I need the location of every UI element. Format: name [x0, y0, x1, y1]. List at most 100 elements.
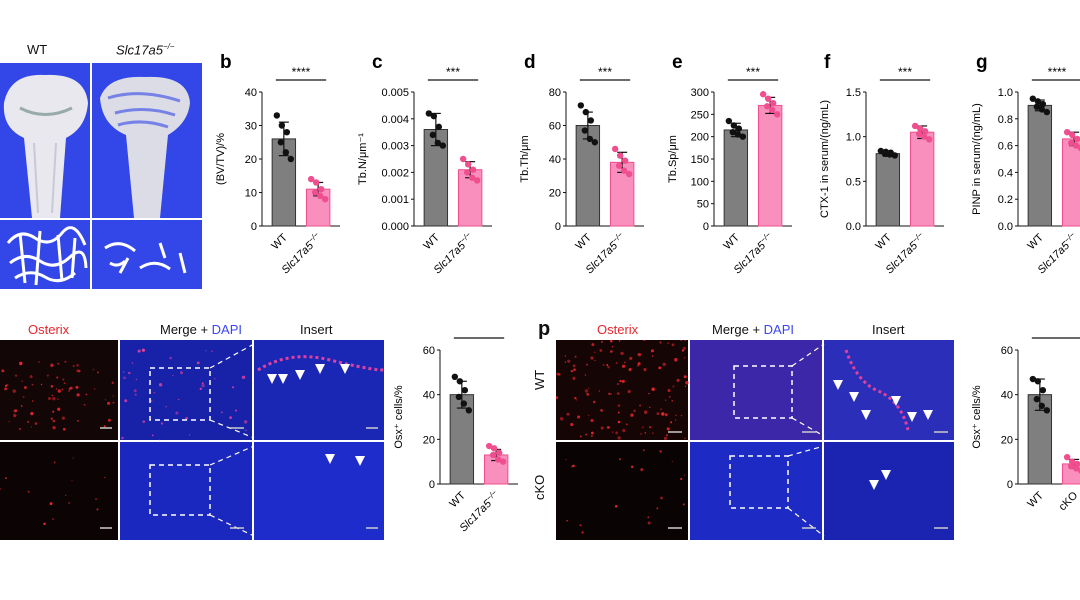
arrow-left-6 [325, 454, 335, 464]
osterix-dot [672, 385, 675, 388]
osterix-dot [656, 412, 660, 416]
chart-b-point [277, 139, 285, 146]
chart-d-point [621, 157, 629, 164]
osterix-dot [559, 416, 564, 421]
osterix-dot [52, 397, 56, 401]
chart-d-point [625, 170, 633, 178]
chart-b-point [317, 185, 325, 193]
micro-left-overlay [0, 343, 384, 537]
chart-g-ytick-label: 1.0 [998, 87, 1013, 99]
chart-osx-left-ytick-label: 40 [423, 390, 435, 402]
chart-g-panel-letter: g [976, 52, 988, 73]
chart-osx-left-point [490, 445, 498, 452]
osterix-dot [594, 359, 596, 362]
microct-panel [0, 63, 202, 289]
osterix-dot [584, 374, 587, 376]
osterix-dot [648, 392, 650, 395]
osterix-dot [196, 361, 200, 365]
chart-osx-left-sig-label: **** [470, 330, 489, 337]
osterix-dot [175, 411, 179, 415]
osterix-dot [630, 465, 634, 469]
chart-b-point [283, 129, 291, 136]
roi-line-left-2 [209, 419, 255, 439]
osterix-dot [31, 383, 34, 386]
osterix-dot [92, 368, 95, 371]
osterix-dot [172, 374, 174, 377]
osterix-dot [575, 399, 578, 401]
chart-f-panel-letter: f [824, 52, 831, 73]
chart-c-point [439, 142, 447, 149]
osterix-dot [680, 340, 683, 342]
chart-c-point [473, 177, 481, 184]
chart-g-point [1033, 103, 1041, 110]
arrow-left-3 [315, 364, 325, 374]
osterix-dot [570, 465, 573, 468]
chart-osx-right-point [1034, 378, 1042, 385]
osterix-dot [57, 362, 60, 365]
osterix-dot [590, 434, 594, 438]
osterix-dot [131, 362, 134, 364]
chart-b-ytick-label: 20 [245, 154, 257, 166]
chart-e-panel-letter: e [672, 52, 683, 73]
osterix-dot [616, 383, 619, 386]
chart-f-point [886, 151, 894, 158]
chart-osx-right-point [1077, 467, 1080, 474]
osterix-dot [680, 414, 683, 417]
osterix-dot [96, 508, 99, 511]
chart-g-point [1073, 135, 1080, 143]
chart-f-point [925, 136, 933, 143]
roi-line-right-1 [791, 343, 825, 367]
chart-osx-right-point [1038, 402, 1046, 410]
roi-line-left-3 [209, 445, 255, 466]
osterix-dots-right-top [556, 340, 689, 440]
osterix-dot [241, 375, 246, 379]
osterix-dot [644, 432, 647, 434]
osterix-dot [23, 386, 27, 389]
osterix-dot [29, 375, 33, 379]
header-merge-right-text: Merge + [712, 322, 764, 337]
chart-osx-right-ytick-label: 20 [1001, 434, 1013, 446]
osterix-dot [21, 380, 23, 382]
osterix-dot [243, 420, 248, 424]
micro-right-merge-top [690, 340, 822, 440]
chart-osx-right-point [1043, 407, 1051, 414]
osterix-dot [592, 400, 596, 404]
osterix-dot [614, 505, 618, 508]
chart-e-point [734, 131, 742, 138]
arrow-right-7 [869, 480, 879, 490]
chart-f-bar-wt [875, 153, 901, 227]
arrow-left-2 [295, 370, 305, 380]
osterix-dot [684, 385, 687, 387]
osterix-dot [647, 521, 651, 525]
osterix-dot [587, 414, 590, 417]
osterix-dot [201, 382, 204, 385]
osterix-dot [662, 362, 666, 367]
chart-d-sig-label: *** [598, 65, 612, 79]
osterix-dot [178, 398, 180, 401]
osterix-dot [185, 416, 188, 420]
osterix-dot [52, 419, 56, 423]
osterix-dot [667, 388, 671, 393]
osterix-dot [670, 421, 673, 424]
chart-b-category-sup: −/− [306, 230, 321, 245]
osterix-dot [624, 361, 626, 364]
chart-e-ytick-label: 250 [691, 109, 709, 121]
osterix-dot [579, 524, 582, 527]
chart-c-category-label: WT [421, 231, 442, 252]
chart-b-point [287, 155, 295, 163]
osterix-dot [620, 351, 624, 356]
chart-e-point [768, 106, 776, 114]
header-insert-left: Insert [300, 322, 333, 337]
chart-osx-left-ylabel: Osx⁺ cells/% [393, 385, 405, 448]
chart-b-panel-letter: b [220, 52, 232, 73]
chart-osx-right-category-label: cKO [1057, 489, 1080, 513]
osterix-dot [1, 369, 5, 373]
micro-right-merge-bottom [690, 442, 822, 540]
osterix-dot [640, 468, 644, 472]
osterix-dot [642, 449, 645, 452]
osterix-dot [104, 399, 107, 401]
osterix-dot [630, 413, 634, 417]
osterix-dots-right-bottom [565, 449, 685, 534]
chart-b-ytick-label: 40 [245, 87, 257, 99]
